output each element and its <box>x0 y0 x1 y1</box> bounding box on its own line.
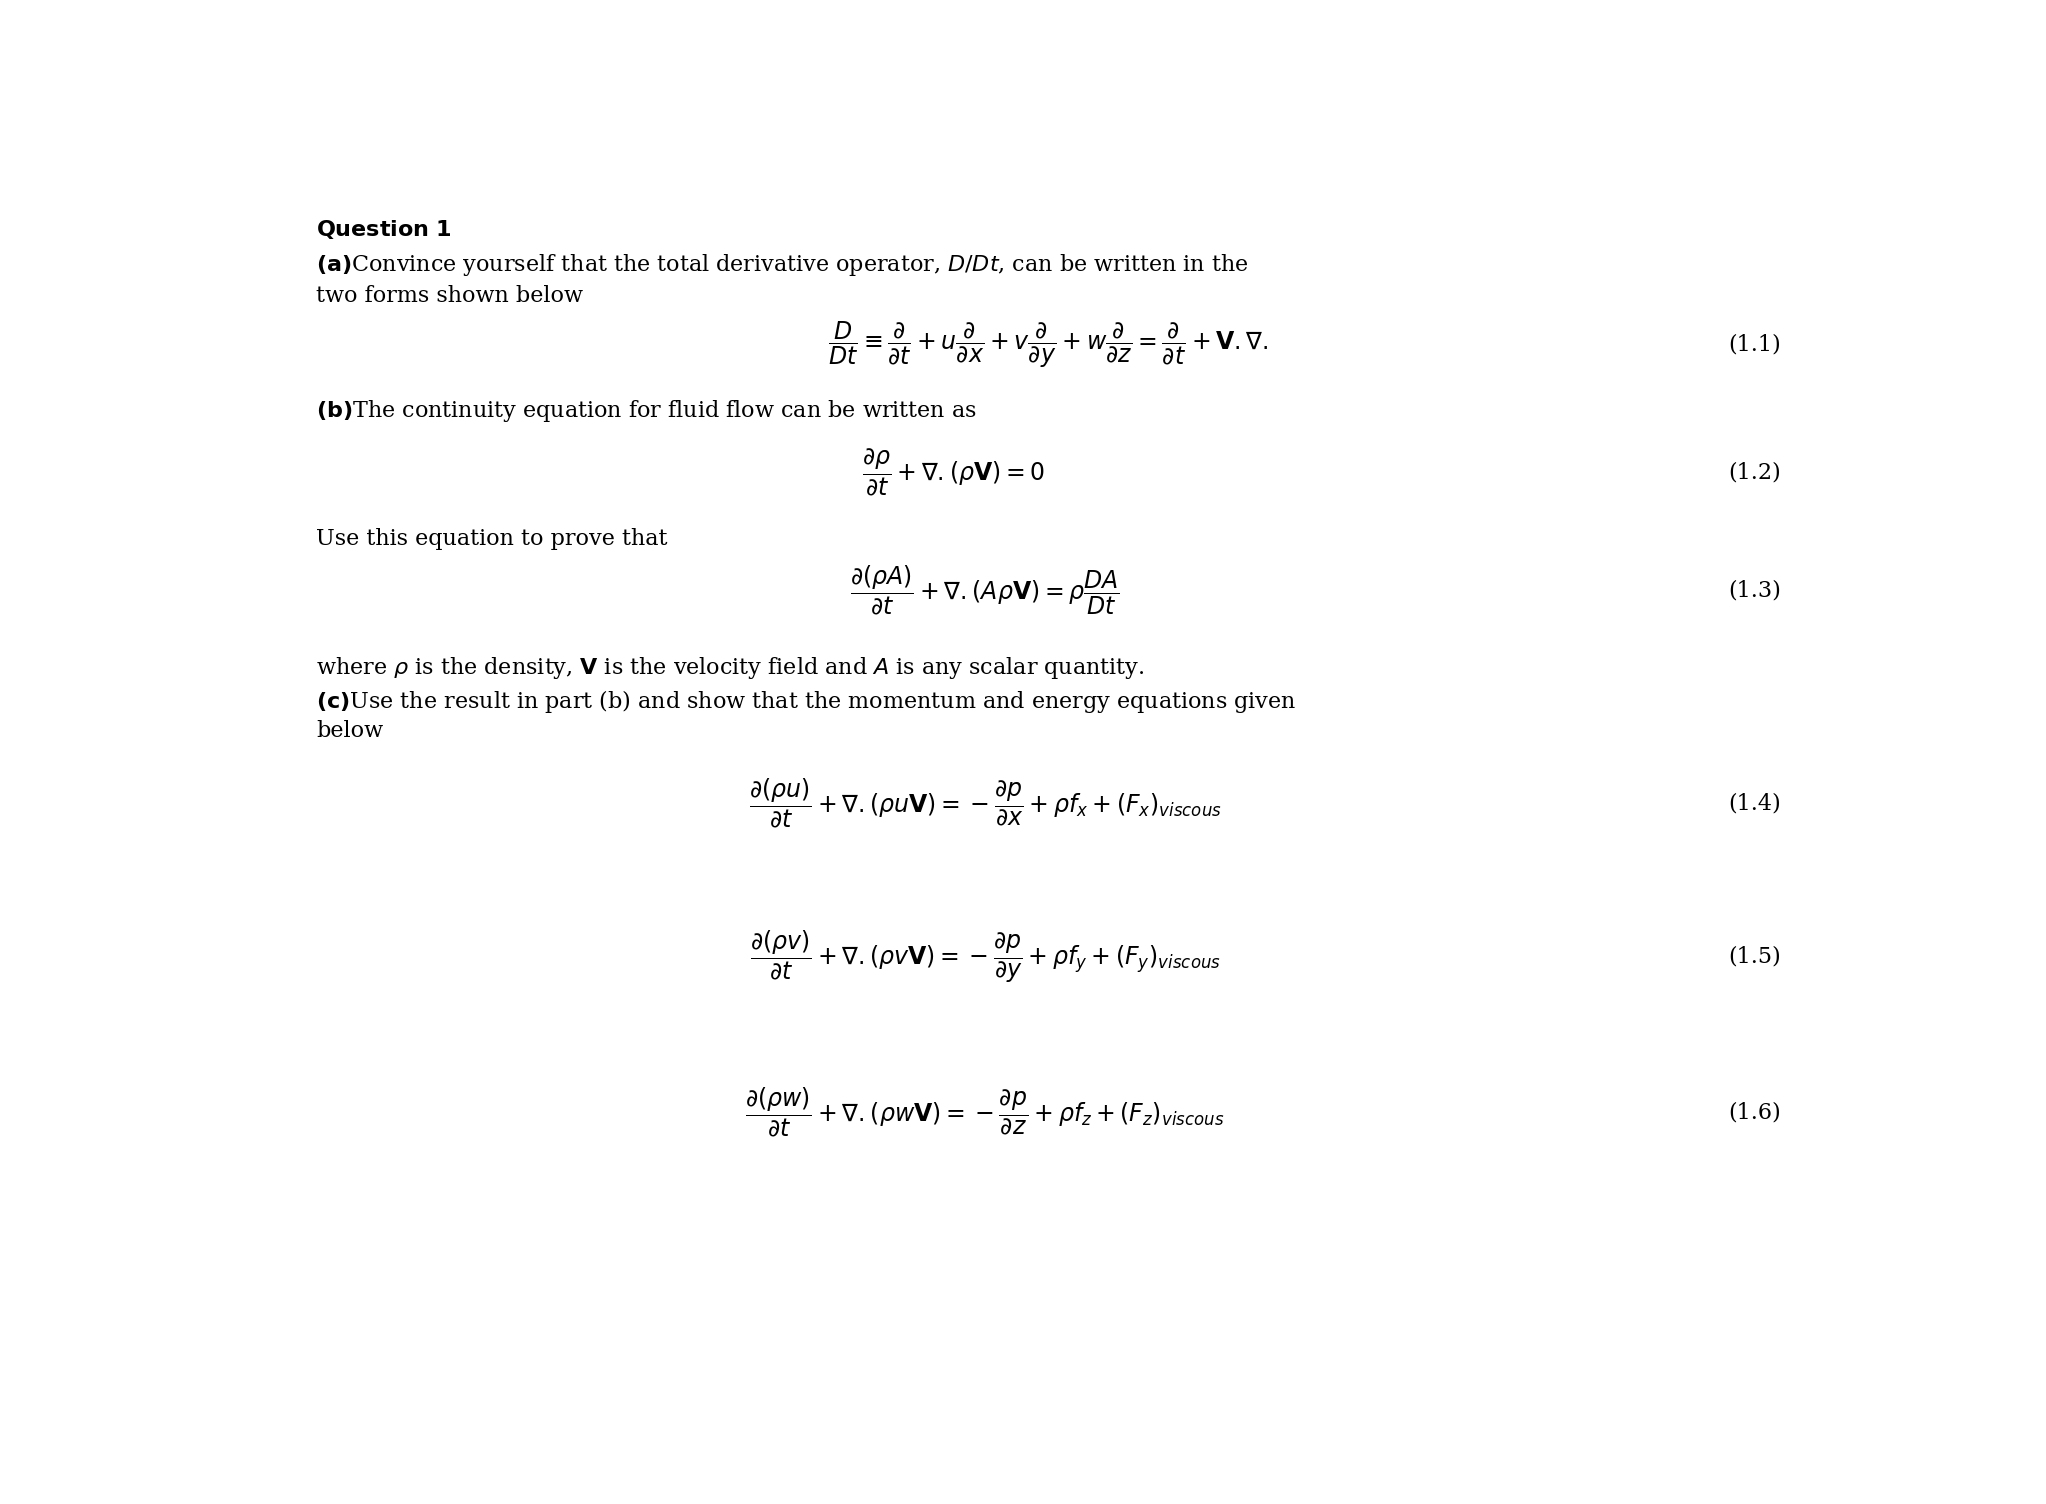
Text: $\dfrac{D}{Dt} \equiv \dfrac{\partial}{\partial t} + u\dfrac{\partial}{\partial : $\dfrac{D}{Dt} \equiv \dfrac{\partial}{\… <box>829 320 1269 370</box>
Text: $\mathbf{(b)}$The continuity equation for fluid flow can be written as: $\mathbf{(b)}$The continuity equation fo… <box>315 399 976 424</box>
Text: (1.4): (1.4) <box>1727 793 1780 815</box>
Text: where $\rho$ is the density, $\mathbf{V}$ is the velocity field and $A$ is any s: where $\rho$ is the density, $\mathbf{V}… <box>315 656 1144 681</box>
Text: (1.6): (1.6) <box>1727 1102 1780 1123</box>
Text: $\dfrac{\partial(\rho A)}{\partial t} + \nabla.(A\rho \mathbf{V}) = \rho\dfrac{D: $\dfrac{\partial(\rho A)}{\partial t} + … <box>851 564 1119 617</box>
Text: Use this equation to prove that: Use this equation to prove that <box>315 528 667 550</box>
Text: (1.1): (1.1) <box>1727 334 1780 356</box>
Text: $\mathbf{(a)}$Convince yourself that the total derivative operator, $D/Dt$, can : $\mathbf{(a)}$Convince yourself that the… <box>315 253 1248 278</box>
Text: below: below <box>315 720 383 741</box>
Text: $\mathbf{Question\ 1}$: $\mathbf{Question\ 1}$ <box>315 218 452 241</box>
Text: $\dfrac{\partial(\rho w)}{\partial t} + \nabla.(\rho w \mathbf{V}) = -\dfrac{\pa: $\dfrac{\partial(\rho w)}{\partial t} + … <box>745 1086 1226 1140</box>
Text: $\dfrac{\partial(\rho u)}{\partial t} + \nabla.(\rho u \mathbf{V}) = -\dfrac{\pa: $\dfrac{\partial(\rho u)}{\partial t} + … <box>749 778 1221 830</box>
Text: (1.3): (1.3) <box>1727 579 1780 602</box>
Text: (1.2): (1.2) <box>1727 462 1780 483</box>
Text: $\dfrac{\partial(\rho v)}{\partial t} + \nabla.(\rho v \mathbf{V}) = -\dfrac{\pa: $\dfrac{\partial(\rho v)}{\partial t} + … <box>749 928 1221 985</box>
Text: $\dfrac{\partial \rho}{\partial t} + \nabla.(\rho \mathbf{V}) = 0$: $\dfrac{\partial \rho}{\partial t} + \na… <box>861 447 1046 498</box>
Text: $\mathbf{(c)}$Use the result in part (b) and show that the momentum and energy e: $\mathbf{(c)}$Use the result in part (b)… <box>315 687 1297 714</box>
Text: (1.5): (1.5) <box>1727 946 1780 967</box>
Text: two forms shown below: two forms shown below <box>315 284 583 307</box>
